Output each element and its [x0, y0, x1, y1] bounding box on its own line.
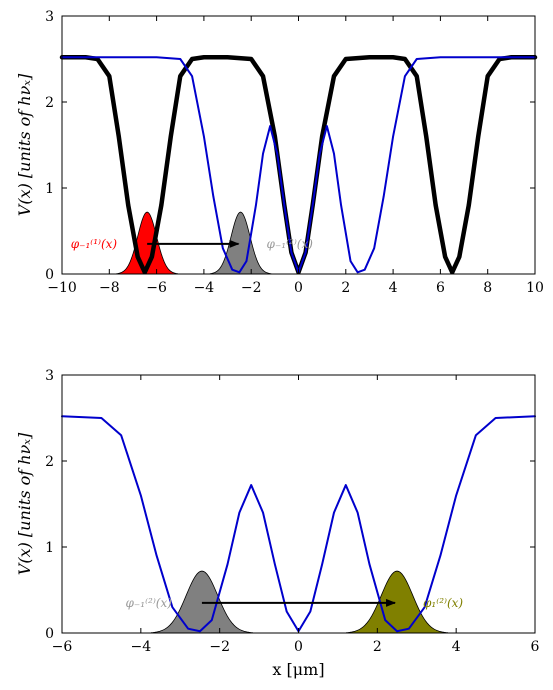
x-tick-label: 0: [294, 280, 303, 296]
x-tick-label: −6: [52, 639, 73, 655]
wavepacket-2: [209, 211, 272, 275]
x-tick-label: 10: [526, 280, 544, 296]
y-tick-label: 3: [45, 368, 54, 384]
x-tick-label: −4: [194, 280, 215, 296]
wavepacket-label-1: φ₋₁⁽¹⁾(x): [71, 237, 118, 251]
axes-box: [61, 374, 536, 634]
x-tick-label: −10: [47, 280, 77, 296]
panel-1: φ₋₁⁽¹⁾(x) φ₋₁⁽²⁾(x) −10 −8 −6 −4 −2 0 2 4 6 8 10 0 1 2 3…: [15, 9, 544, 296]
y-tick-label: 1: [45, 540, 54, 556]
y-tick-label: 0: [45, 626, 54, 642]
y-axis-label: V(x) [units of hνₓ]: [15, 73, 34, 216]
y-tick-label: 2: [45, 454, 54, 470]
x-tick-label: 2: [373, 639, 382, 655]
wavepacket-label-2: φ₋₁⁽²⁾(x): [267, 237, 314, 251]
x-tick-label: 4: [452, 639, 461, 655]
x-tick-label: −8: [99, 280, 120, 296]
y-tick-label: 2: [45, 95, 54, 111]
x-tick-label: 2: [341, 280, 350, 296]
x-tick-label: 4: [389, 280, 398, 296]
y-tick-label: 3: [45, 9, 54, 25]
x-tick-label: 6: [531, 639, 540, 655]
x-tick-label: 6: [436, 280, 445, 296]
wavepacket-label-2: φ₁⁽²⁾(x): [423, 596, 463, 610]
y-tick-label: 1: [45, 181, 54, 197]
x-tick-label: 8: [483, 280, 492, 296]
wavepacket-2: [346, 570, 448, 634]
y-axis-label: V(x) [units of hνₓ]: [15, 432, 34, 575]
x-tick-label: −4: [131, 639, 152, 655]
y-tick-label: 0: [45, 267, 54, 283]
x-tick-label: −2: [241, 280, 262, 296]
x-tick-label: 0: [294, 639, 303, 655]
wavepacket-label-1: φ₋₁⁽²⁾(x): [126, 596, 173, 610]
panel-2: φ₋₁⁽²⁾(x) φ₁⁽²⁾(x) −6 −4 −2 0 2 4 6 0 1 2 3 V(x) [uni…: [15, 368, 540, 679]
x-tick-label: −6: [146, 280, 167, 296]
x-axis-label: x [μm]: [272, 660, 324, 679]
x-tick-label: −2: [209, 639, 230, 655]
